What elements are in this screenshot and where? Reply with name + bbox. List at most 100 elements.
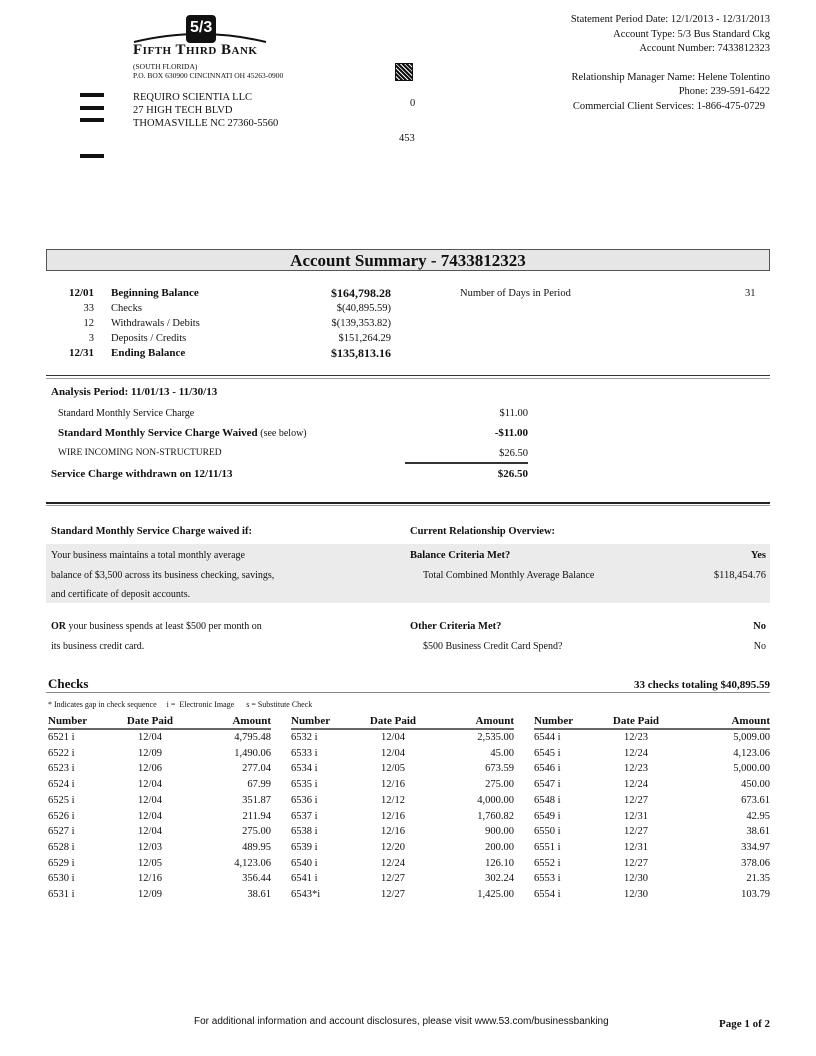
customer-city: THOMASVILLE NC 27360-5560 [133, 118, 279, 129]
check-amount: 5,000.00 [733, 763, 770, 775]
check-row[interactable]: 6550 i 12/27 38.61 [534, 824, 770, 840]
check-date: 12/16 [381, 810, 405, 822]
summary-label: Checks [111, 303, 142, 314]
check-number[interactable]: 6551 i [534, 841, 561, 853]
check-row[interactable]: 6545 i 12/24 4,123.06 [534, 746, 770, 762]
check-number[interactable]: 6537 i [291, 810, 318, 822]
summary-amount: $151,264.29 [338, 333, 392, 344]
check-row[interactable]: 6522 i 12/09 1,490.06 [48, 746, 271, 762]
check-number[interactable]: 6553 i [534, 873, 561, 885]
check-number[interactable]: 6540 i [291, 857, 318, 869]
check-row[interactable]: 6552 i 12/27 378.06 [534, 856, 770, 872]
check-number[interactable]: 6536 i [291, 794, 318, 806]
check-number[interactable]: 6541 i [291, 873, 318, 885]
overview-heading: Current Relationship Overview: [410, 526, 556, 537]
check-number[interactable]: 6532 i [291, 732, 318, 743]
check-number[interactable]: 6533 i [291, 747, 318, 759]
waiver-line: balance of $3,500 across its business ch… [51, 570, 275, 581]
check-row[interactable]: 6532 i 12/04 2,535.00 [291, 729, 514, 746]
check-number[interactable]: 6538 i [291, 826, 318, 838]
check-amount: 42.95 [746, 810, 770, 822]
check-amount: 21.35 [746, 873, 770, 885]
check-row[interactable]: 6529 i 12/05 4,123.06 [48, 856, 271, 872]
check-row[interactable]: 6540 i 12/24 126.10 [291, 856, 514, 872]
header-amount: Amount [666, 714, 770, 730]
check-number[interactable]: 6550 i [534, 826, 561, 838]
barcode-mark [80, 106, 104, 110]
check-row[interactable]: 6539 i 12/20 200.00 [291, 840, 514, 856]
check-number[interactable]: 6524 i [48, 779, 75, 791]
check-row[interactable]: 6531 i 12/09 38.61 [48, 887, 271, 903]
check-row[interactable]: 6534 i 12/05 673.59 [291, 761, 514, 777]
check-number[interactable]: 6535 i [291, 779, 318, 791]
check-number[interactable]: 6546 i [534, 763, 561, 775]
barcode-mark [80, 118, 104, 122]
check-date: 12/04 [138, 826, 162, 838]
check-number[interactable]: 6547 i [534, 779, 561, 791]
check-row[interactable]: 6533 i 12/04 45.00 [291, 746, 514, 762]
check-number[interactable]: 6523 i [48, 763, 75, 775]
check-row[interactable]: 6547 i 12/24 450.00 [534, 777, 770, 793]
check-amount: 351.87 [242, 794, 271, 806]
check-number[interactable]: 6527 i [48, 826, 75, 838]
check-row[interactable]: 6527 i 12/04 275.00 [48, 824, 271, 840]
check-amount: 211.94 [242, 810, 272, 822]
customer-address: REQUIRO SCIENTIA LLC 27 HIGH TECH BLVD T… [133, 91, 278, 130]
check-amount: 5,009.00 [733, 732, 770, 743]
check-amount: 38.61 [746, 826, 770, 838]
relationship-manager: Relationship Manager Name: Helene Tolent… [571, 71, 770, 83]
check-row[interactable]: 6549 i 12/31 42.95 [534, 809, 770, 825]
check-amount: 4,795.48 [234, 732, 271, 743]
code-2: 453 [399, 133, 415, 144]
check-amount: 275.00 [242, 826, 271, 838]
check-number[interactable]: 6530 i [48, 873, 75, 885]
check-row[interactable]: 6525 i 12/04 351.87 [48, 793, 271, 809]
check-amount: 1,760.82 [477, 810, 514, 822]
check-row[interactable]: 6536 i 12/12 4,000.00 [291, 793, 514, 809]
check-row[interactable]: 6548 i 12/27 673.61 [534, 793, 770, 809]
check-date: 12/04 [138, 732, 162, 743]
check-row[interactable]: 6543*i 12/27 1,425.00 [291, 887, 514, 903]
check-number[interactable]: 6543*i [291, 889, 321, 901]
check-amount: 900.00 [485, 826, 514, 838]
check-amount: 4,123.06 [234, 857, 271, 869]
check-number[interactable]: 6545 i [534, 747, 561, 759]
check-number[interactable]: 6525 i [48, 794, 75, 806]
check-row[interactable]: 6526 i 12/04 211.94 [48, 809, 271, 825]
check-row[interactable]: 6546 i 12/23 5,000.00 [534, 761, 770, 777]
check-number[interactable]: 6526 i [48, 810, 75, 822]
check-row[interactable]: 6551 i 12/31 334.97 [534, 840, 770, 856]
check-number[interactable]: 6552 i [534, 857, 561, 869]
check-row[interactable]: 6535 i 12/16 275.00 [291, 777, 514, 793]
check-amount: 200.00 [485, 841, 514, 853]
check-row[interactable]: 6554 i 12/30 103.79 [534, 887, 770, 903]
check-number[interactable]: 6534 i [291, 763, 318, 775]
charge-label: Standard Monthly Service Charge [58, 408, 195, 419]
check-row[interactable]: 6544 i 12/23 5,009.00 [534, 729, 770, 746]
check-number[interactable]: 6539 i [291, 841, 318, 853]
check-row[interactable]: 6538 i 12/16 900.00 [291, 824, 514, 840]
check-number[interactable]: 6544 i [534, 732, 561, 743]
check-number[interactable]: 6549 i [534, 810, 561, 822]
check-number[interactable]: 6521 i [48, 732, 75, 743]
check-number[interactable]: 6548 i [534, 794, 561, 806]
check-row[interactable]: 6521 i 12/04 4,795.48 [48, 729, 271, 746]
check-row[interactable]: 6537 i 12/16 1,760.82 [291, 809, 514, 825]
check-number[interactable]: 6529 i [48, 857, 75, 869]
check-row[interactable]: 6523 i 12/06 277.04 [48, 761, 271, 777]
check-row[interactable]: 6528 i 12/03 489.95 [48, 840, 271, 856]
header-amount: Amount [180, 714, 271, 730]
check-number[interactable]: 6522 i [48, 747, 75, 759]
credit-card-label: $500 Business Credit Card Spend? [423, 641, 563, 652]
check-row[interactable]: 6530 i 12/16 356.44 [48, 871, 271, 887]
check-number[interactable]: 6528 i [48, 841, 75, 853]
check-number[interactable]: 6554 i [534, 889, 561, 901]
account-type: Account Type: 5/3 Bus Standard Ckg [613, 28, 770, 40]
check-row[interactable]: 6553 i 12/30 21.35 [534, 871, 770, 887]
summary-label: Ending Balance [111, 347, 186, 359]
check-row[interactable]: 6541 i 12/27 302.24 [291, 871, 514, 887]
header-date-paid: Date Paid [606, 714, 666, 730]
check-row[interactable]: 6524 i 12/04 67.99 [48, 777, 271, 793]
summary-count: 12 [83, 318, 95, 329]
check-number[interactable]: 6531 i [48, 889, 75, 901]
